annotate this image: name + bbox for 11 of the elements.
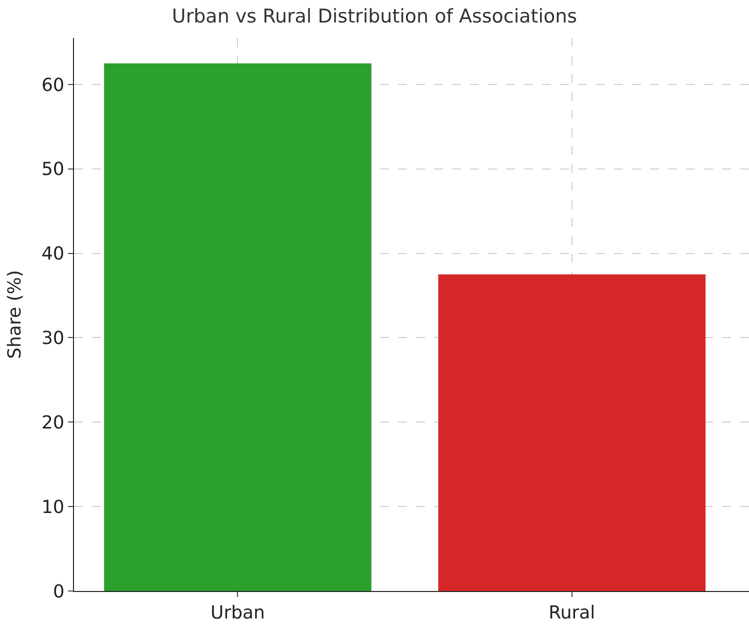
chart-title: Urban vs Rural Distribution of Associations	[172, 6, 578, 28]
y-tick-label: 60	[41, 74, 64, 96]
y-tick-label: 0	[52, 581, 64, 602]
y-tick-label: 40	[41, 244, 64, 265]
y-tick-label: 10	[41, 496, 64, 518]
x-tick-label: Rural	[548, 602, 596, 624]
y-tick-label: 30	[41, 328, 64, 350]
y-tick-label: 20	[41, 412, 64, 434]
y-tick-label: 50	[41, 159, 64, 180]
y-axis-title: Share (%)	[4, 270, 26, 359]
x-tick-label: Urban	[210, 602, 265, 624]
